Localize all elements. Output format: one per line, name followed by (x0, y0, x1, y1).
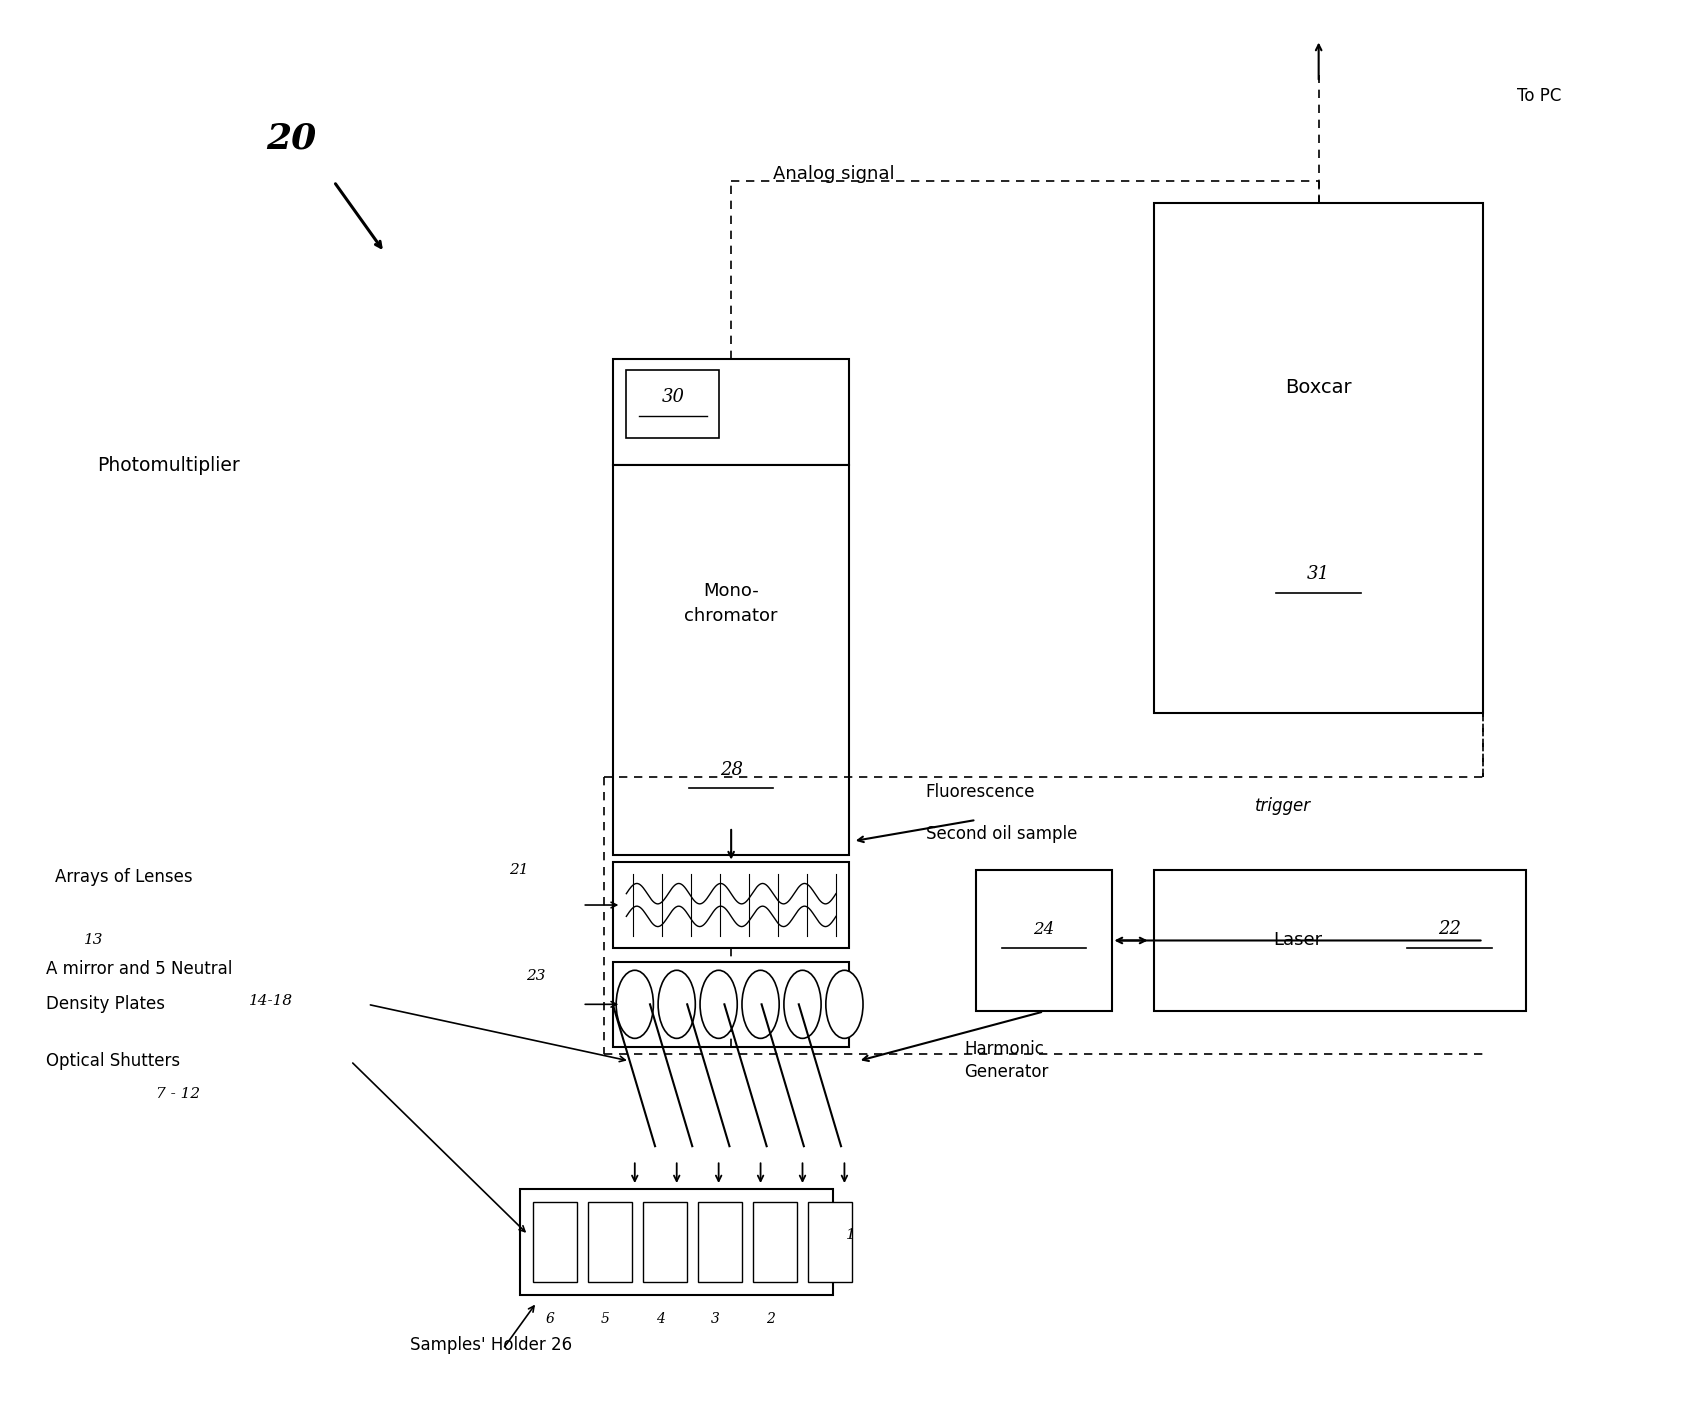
Text: Harmonic
Generator: Harmonic Generator (964, 1040, 1048, 1082)
Ellipse shape (657, 970, 694, 1039)
Bar (1153, 203, 1482, 714)
Text: Density Plates: Density Plates (46, 995, 170, 1013)
Text: Analog signal: Analog signal (773, 166, 895, 184)
Text: 4: 4 (655, 1313, 664, 1326)
Bar (533, 1202, 577, 1283)
Bar (520, 1189, 832, 1296)
Bar (644, 1202, 686, 1283)
Text: 13: 13 (83, 933, 104, 948)
Text: Fluorescence: Fluorescence (925, 782, 1034, 801)
Ellipse shape (742, 970, 779, 1039)
Text: Second oil sample: Second oil sample (925, 825, 1077, 843)
Text: 22: 22 (1437, 920, 1460, 938)
Bar (613, 962, 849, 1047)
Bar (613, 862, 849, 948)
Text: Arrays of Lenses: Arrays of Lenses (54, 868, 192, 886)
Bar (752, 1202, 796, 1283)
Text: 2: 2 (766, 1313, 774, 1326)
Bar (627, 370, 718, 438)
Ellipse shape (783, 970, 820, 1039)
Text: 1: 1 (846, 1227, 856, 1241)
Text: 6: 6 (545, 1313, 554, 1326)
Text: Samples' Holder 26: Samples' Holder 26 (409, 1336, 572, 1354)
Text: To PC: To PC (1516, 87, 1560, 106)
Text: 7 - 12: 7 - 12 (156, 1087, 200, 1100)
Text: 14-18: 14-18 (250, 995, 294, 1009)
Text: 5: 5 (601, 1313, 610, 1326)
Text: 21: 21 (508, 862, 528, 876)
Bar (808, 1202, 851, 1283)
Text: 24: 24 (1032, 920, 1054, 938)
Text: Photomultiplier: Photomultiplier (97, 455, 239, 475)
Ellipse shape (825, 970, 863, 1039)
Text: 30: 30 (661, 388, 684, 407)
Text: A mirror and 5 Neutral: A mirror and 5 Neutral (46, 960, 233, 977)
Text: Mono-
chromator: Mono- chromator (684, 582, 778, 625)
Bar (588, 1202, 632, 1283)
Text: Boxcar: Boxcar (1285, 378, 1352, 397)
Text: 28: 28 (720, 761, 742, 779)
Bar (1153, 869, 1525, 1012)
Bar (698, 1202, 742, 1283)
Bar (613, 358, 849, 465)
Bar (613, 465, 849, 855)
Bar (976, 869, 1110, 1012)
Text: 3: 3 (710, 1313, 720, 1326)
Text: 20: 20 (267, 121, 316, 156)
Text: Laser: Laser (1272, 932, 1321, 949)
Text: Optical Shutters: Optical Shutters (46, 1052, 180, 1070)
Text: 31: 31 (1306, 565, 1330, 584)
Ellipse shape (700, 970, 737, 1039)
Text: trigger: trigger (1255, 796, 1311, 815)
Ellipse shape (616, 970, 654, 1039)
Text: 23: 23 (525, 969, 545, 983)
